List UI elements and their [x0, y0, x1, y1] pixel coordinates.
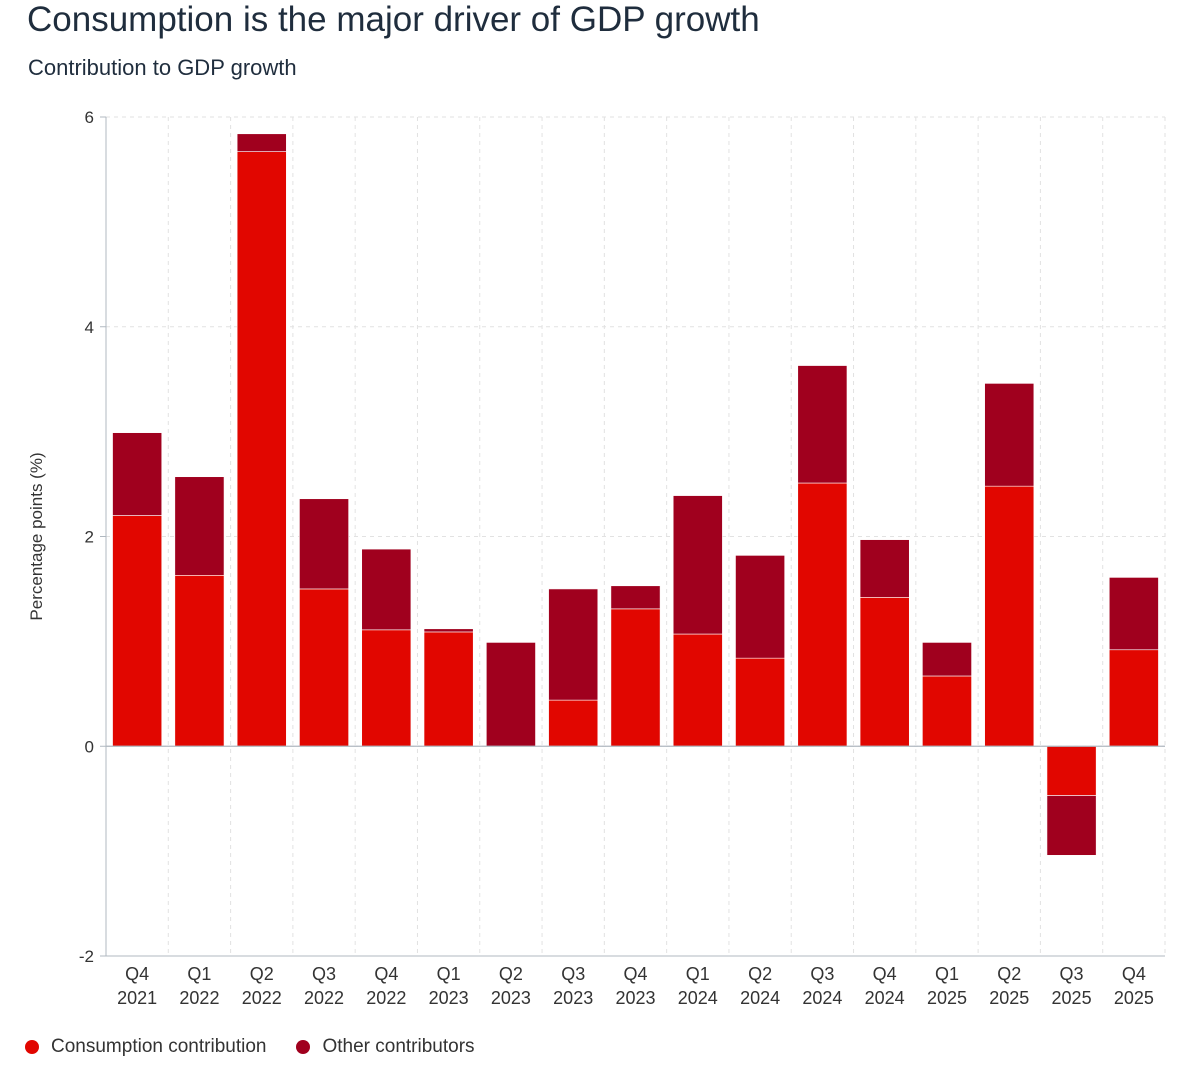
bar-other[interactable]	[236, 133, 287, 152]
bar-consumption[interactable]	[174, 575, 225, 747]
x-tick-label-year: 2024	[678, 988, 718, 1008]
x-tick-label-quarter: Q3	[810, 964, 834, 984]
x-tick-label-quarter: Q3	[1060, 964, 1084, 984]
bar-other[interactable]	[174, 476, 225, 576]
x-tick-label-year: 2025	[927, 988, 967, 1008]
bar-other[interactable]	[423, 628, 474, 633]
x-tick-label-quarter: Q1	[686, 964, 710, 984]
x-tick-label-year: 2023	[491, 988, 531, 1008]
bar-other[interactable]	[361, 548, 412, 631]
bar-other[interactable]	[112, 432, 163, 516]
x-tick-label-quarter: Q1	[935, 964, 959, 984]
x-tick-label-year: 2023	[429, 988, 469, 1008]
y-axis-label: Percentage points (%)	[27, 452, 46, 620]
bar-consumption[interactable]	[548, 699, 599, 747]
x-tick-label-year: 2025	[1052, 988, 1092, 1008]
x-tick-label-year: 2024	[740, 988, 780, 1008]
x-tick-label-year: 2024	[865, 988, 905, 1008]
x-tick-label-quarter: Q2	[748, 964, 772, 984]
bar-consumption[interactable]	[797, 482, 848, 747]
x-tick-label-quarter: Q1	[437, 964, 461, 984]
x-tick-label-quarter: Q4	[374, 964, 398, 984]
x-tick-label-quarter: Q4	[125, 964, 149, 984]
x-tick-label-year: 2023	[615, 988, 655, 1008]
bar-other[interactable]	[797, 365, 848, 484]
legend-label-consumption: Consumption contribution	[51, 1036, 267, 1057]
bar-consumption[interactable]	[361, 629, 412, 747]
bar-other[interactable]	[922, 642, 972, 677]
stacked-bar-chart: -2 0 2 4 6 Q4 2021 Q1 2022 Q2 2022 Q3 2022 Q4 2022 Q1 20…	[27, 108, 1166, 1008]
y-tick-label: 2	[85, 528, 94, 547]
bar-consumption[interactable]	[1046, 745, 1097, 796]
bar-other[interactable]	[548, 588, 599, 701]
bar-other[interactable]	[486, 642, 536, 747]
legend-item-consumption[interactable]: Consumption contribution	[25, 1036, 266, 1058]
x-tick-label-year: 2025	[1114, 988, 1154, 1008]
chart-title: Consumption is the major driver of GDP g…	[27, 0, 760, 39]
x-tick-label-year: 2024	[802, 988, 842, 1008]
chart-legend: Consumption contribution Other contribut…	[25, 1036, 505, 1058]
legend-marker-other	[296, 1040, 311, 1054]
x-tick-label-quarter: Q4	[623, 964, 647, 984]
bar-consumption[interactable]	[423, 631, 474, 747]
x-tick-label-quarter: Q2	[499, 964, 523, 984]
chart-subtitle: Contribution to GDP growth	[28, 55, 297, 80]
bar-other[interactable]	[610, 585, 661, 610]
x-tick-label-year: 2023	[553, 988, 593, 1008]
bar-consumption[interactable]	[112, 515, 163, 747]
bar-other[interactable]	[299, 498, 349, 590]
y-tick-label: -2	[79, 947, 94, 966]
x-tick-label-quarter: Q3	[312, 964, 336, 984]
x-tick-label-year: 2022	[179, 988, 219, 1008]
bar-other[interactable]	[672, 495, 723, 635]
bar-consumption[interactable]	[672, 633, 723, 747]
bar-consumption[interactable]	[299, 588, 349, 747]
bar-other[interactable]	[859, 539, 910, 598]
bar-consumption[interactable]	[236, 151, 287, 747]
x-tick-label-year: 2025	[989, 988, 1029, 1008]
bar-consumption[interactable]	[610, 608, 661, 747]
x-tick-label-quarter: Q1	[187, 964, 211, 984]
y-tick-label: 6	[85, 108, 94, 127]
x-tick-label-year: 2022	[242, 988, 282, 1008]
bar-other[interactable]	[984, 383, 1035, 487]
x-tick-label-quarter: Q4	[1122, 964, 1146, 984]
bar-consumption[interactable]	[859, 597, 910, 747]
x-tick-label-quarter: Q3	[561, 964, 585, 984]
legend-label-other: Other contributors	[322, 1036, 475, 1057]
bar-consumption[interactable]	[1108, 649, 1159, 747]
x-tick-label-quarter: Q4	[873, 964, 897, 984]
x-tick-label-year: 2021	[117, 988, 157, 1008]
x-tick-label-quarter: Q2	[997, 964, 1021, 984]
bar-consumption[interactable]	[735, 657, 785, 747]
legend-item-other[interactable]: Other contributors	[296, 1036, 475, 1058]
bar-other[interactable]	[1046, 795, 1097, 856]
legend-marker-consumption	[25, 1040, 39, 1054]
x-tick-label-year: 2022	[304, 988, 344, 1008]
x-tick-label-quarter: Q2	[250, 964, 274, 984]
bar-other[interactable]	[735, 555, 785, 659]
bar-other[interactable]	[1108, 577, 1159, 651]
y-tick-label: 0	[85, 737, 94, 756]
bar-consumption[interactable]	[984, 485, 1035, 747]
bar-consumption[interactable]	[922, 675, 972, 747]
y-tick-label: 4	[85, 318, 94, 337]
x-tick-label-year: 2022	[366, 988, 406, 1008]
